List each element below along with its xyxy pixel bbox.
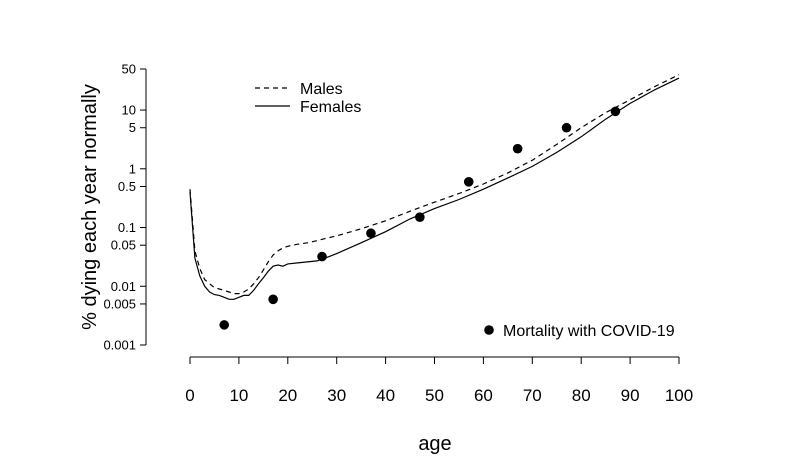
- covid-point: [366, 228, 376, 239]
- x-tick-label: 80: [572, 386, 591, 405]
- x-tick-label: 20: [278, 386, 297, 405]
- legend-covid-label: Mortality with COVID-19: [503, 323, 675, 340]
- legend-covid-swatch: [484, 325, 494, 335]
- males-line: [189, 74, 680, 295]
- y-tick-label: 0.1: [118, 220, 136, 235]
- y-tick-label: 0.001: [103, 338, 136, 353]
- y-tick-label: 0.005: [103, 296, 136, 311]
- x-tick-label: 50: [425, 386, 444, 405]
- legend-lines: Males Females: [255, 81, 361, 116]
- x-tick-label: 30: [327, 386, 346, 405]
- x-axis: 0 10 20 30 40 50 60 70 80 90 100: [185, 356, 693, 405]
- covid-point: [219, 320, 230, 330]
- x-tick-label: 100: [665, 386, 693, 405]
- y-tick-label: 5: [129, 120, 136, 135]
- x-tick-label: 90: [621, 386, 640, 405]
- legend-females-label: Females: [300, 99, 361, 116]
- covid-point: [610, 106, 621, 117]
- x-tick-label: 60: [474, 386, 493, 405]
- x-tick-label: 70: [523, 386, 542, 405]
- x-tick-label: 0: [185, 386, 194, 405]
- y-tick-label: 50: [122, 62, 136, 77]
- covid-point: [561, 122, 572, 133]
- covid-point: [463, 177, 474, 187]
- y-tick-label: 0.5: [118, 179, 136, 194]
- plot-area: [189, 74, 680, 330]
- x-tick-label: 40: [376, 386, 395, 405]
- females-line: [189, 77, 680, 300]
- y-tick-label: 0.01: [111, 279, 136, 294]
- y-tick-label: 0.05: [111, 238, 136, 253]
- legend-covid: Mortality with COVID-19: [484, 323, 675, 340]
- y-axis-title: % dying each year normally: [79, 84, 101, 330]
- x-tick-label: 10: [229, 386, 248, 405]
- legend-males-label: Males: [300, 81, 343, 98]
- y-tick-label: 1: [129, 161, 136, 176]
- covid-point: [317, 251, 327, 262]
- covid-point: [268, 294, 278, 305]
- covid-point: [415, 212, 425, 222]
- y-axis: 0.001 0.005 0.01 0.05 0.1 0.5 1 5 10 50: [103, 62, 147, 353]
- y-tick-label: 10: [122, 103, 136, 118]
- x-axis-title: age: [418, 433, 451, 455]
- covid-point: [512, 143, 523, 154]
